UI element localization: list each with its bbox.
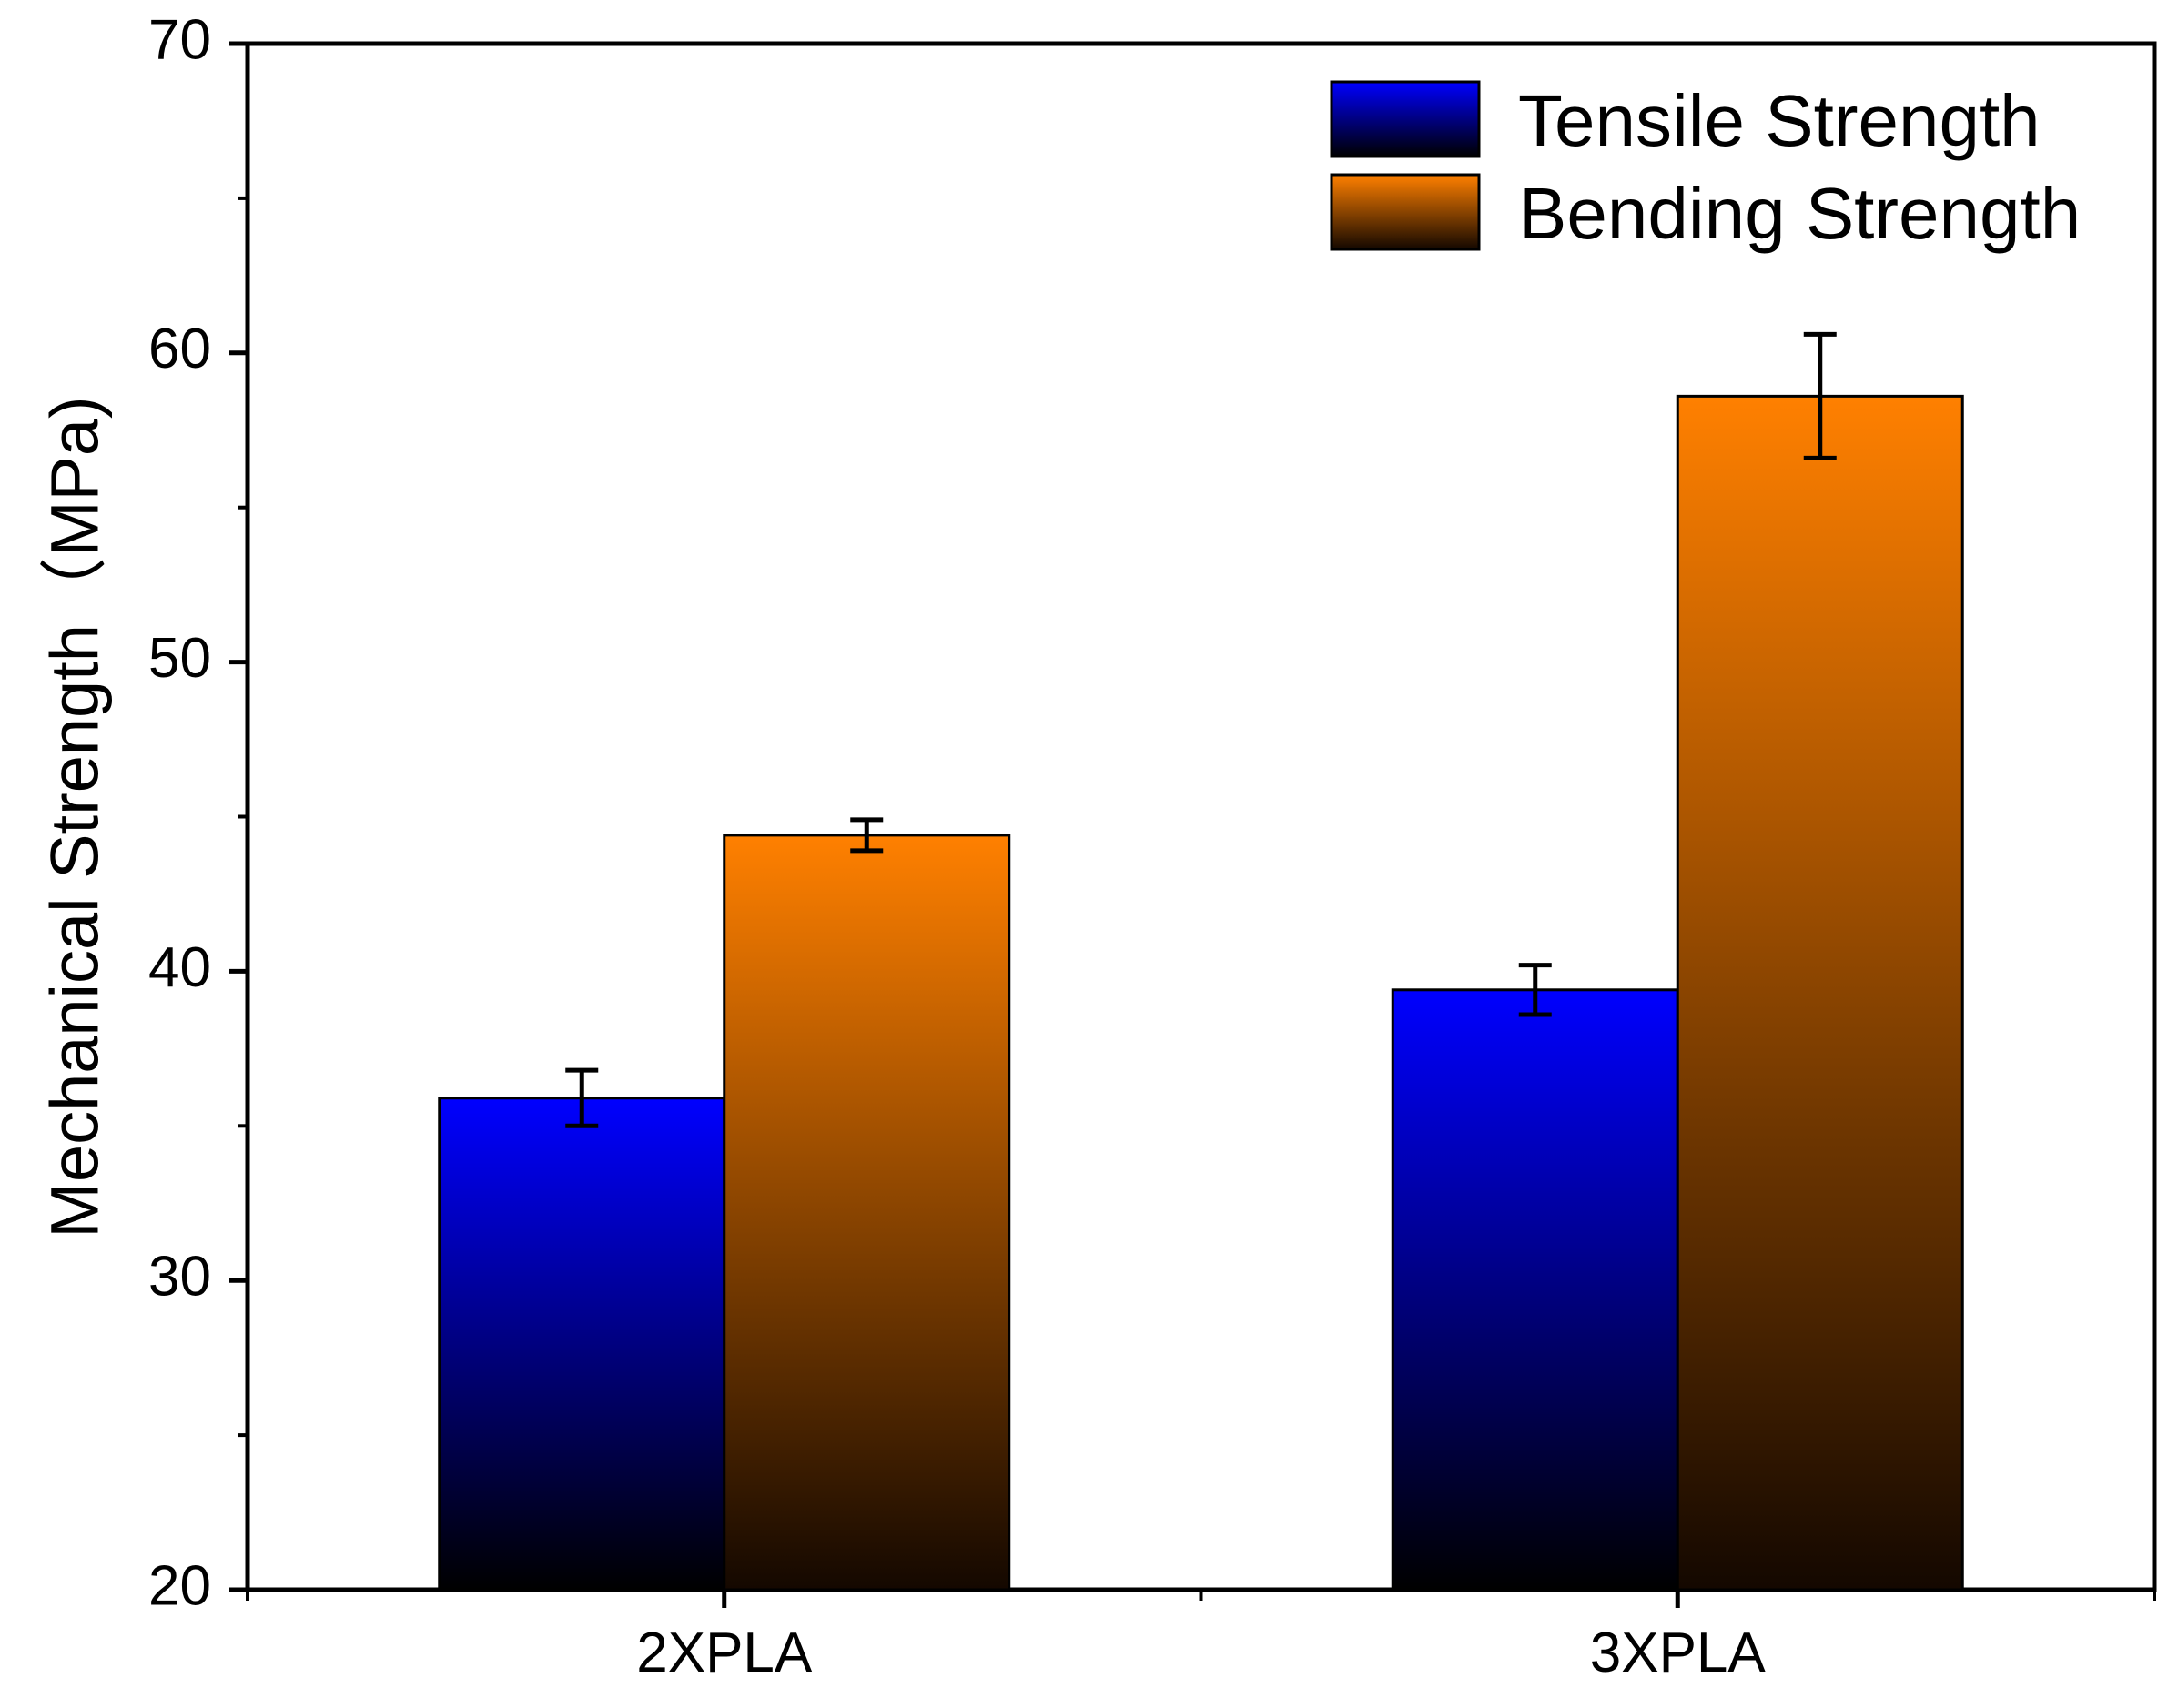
x-tick-label: 2XPLA <box>636 1622 813 1684</box>
legend: Tensile Strength Bending Strength <box>1330 80 2081 254</box>
y-tick-label: 50 <box>148 627 211 690</box>
bar-bending-strength-2xpla <box>723 834 1011 1592</box>
legend-item-tensile: Tensile Strength <box>1330 80 2041 161</box>
x-tick-label: 3XPLA <box>1590 1622 1767 1684</box>
bar-tensile-strength-3xpla <box>1391 988 1679 1592</box>
legend-label-tensile: Tensile Strength <box>1518 80 2041 161</box>
x-axis: 2XPLA 3XPLA <box>246 1590 2156 1684</box>
y-tick-label: 60 <box>148 318 211 380</box>
y-tick-label: 40 <box>148 936 211 999</box>
bars <box>438 394 1964 1592</box>
error-bar <box>565 1067 599 1128</box>
error-bar <box>850 817 884 854</box>
legend-item-bending: Bending Strength <box>1330 173 2081 254</box>
y-axis: 20 30 40 50 60 70 <box>148 8 248 1617</box>
legend-label-bending: Bending Strength <box>1518 173 2081 254</box>
error-bar <box>1518 963 1552 1017</box>
legend-swatch-tensile <box>1330 80 1481 158</box>
y-axis-title: Mechanical Strength（MPa) <box>37 396 113 1238</box>
bar-bending-strength-3xpla <box>1676 394 1964 1592</box>
y-tick-label: 20 <box>148 1554 211 1617</box>
y-tick-label: 70 <box>148 8 211 71</box>
y-tick-label: 30 <box>148 1246 211 1309</box>
error-bar <box>1803 331 1837 460</box>
error-bars <box>565 331 1837 1128</box>
bar-tensile-strength-2xpla <box>438 1097 726 1592</box>
legend-swatch-bending <box>1330 173 1481 251</box>
